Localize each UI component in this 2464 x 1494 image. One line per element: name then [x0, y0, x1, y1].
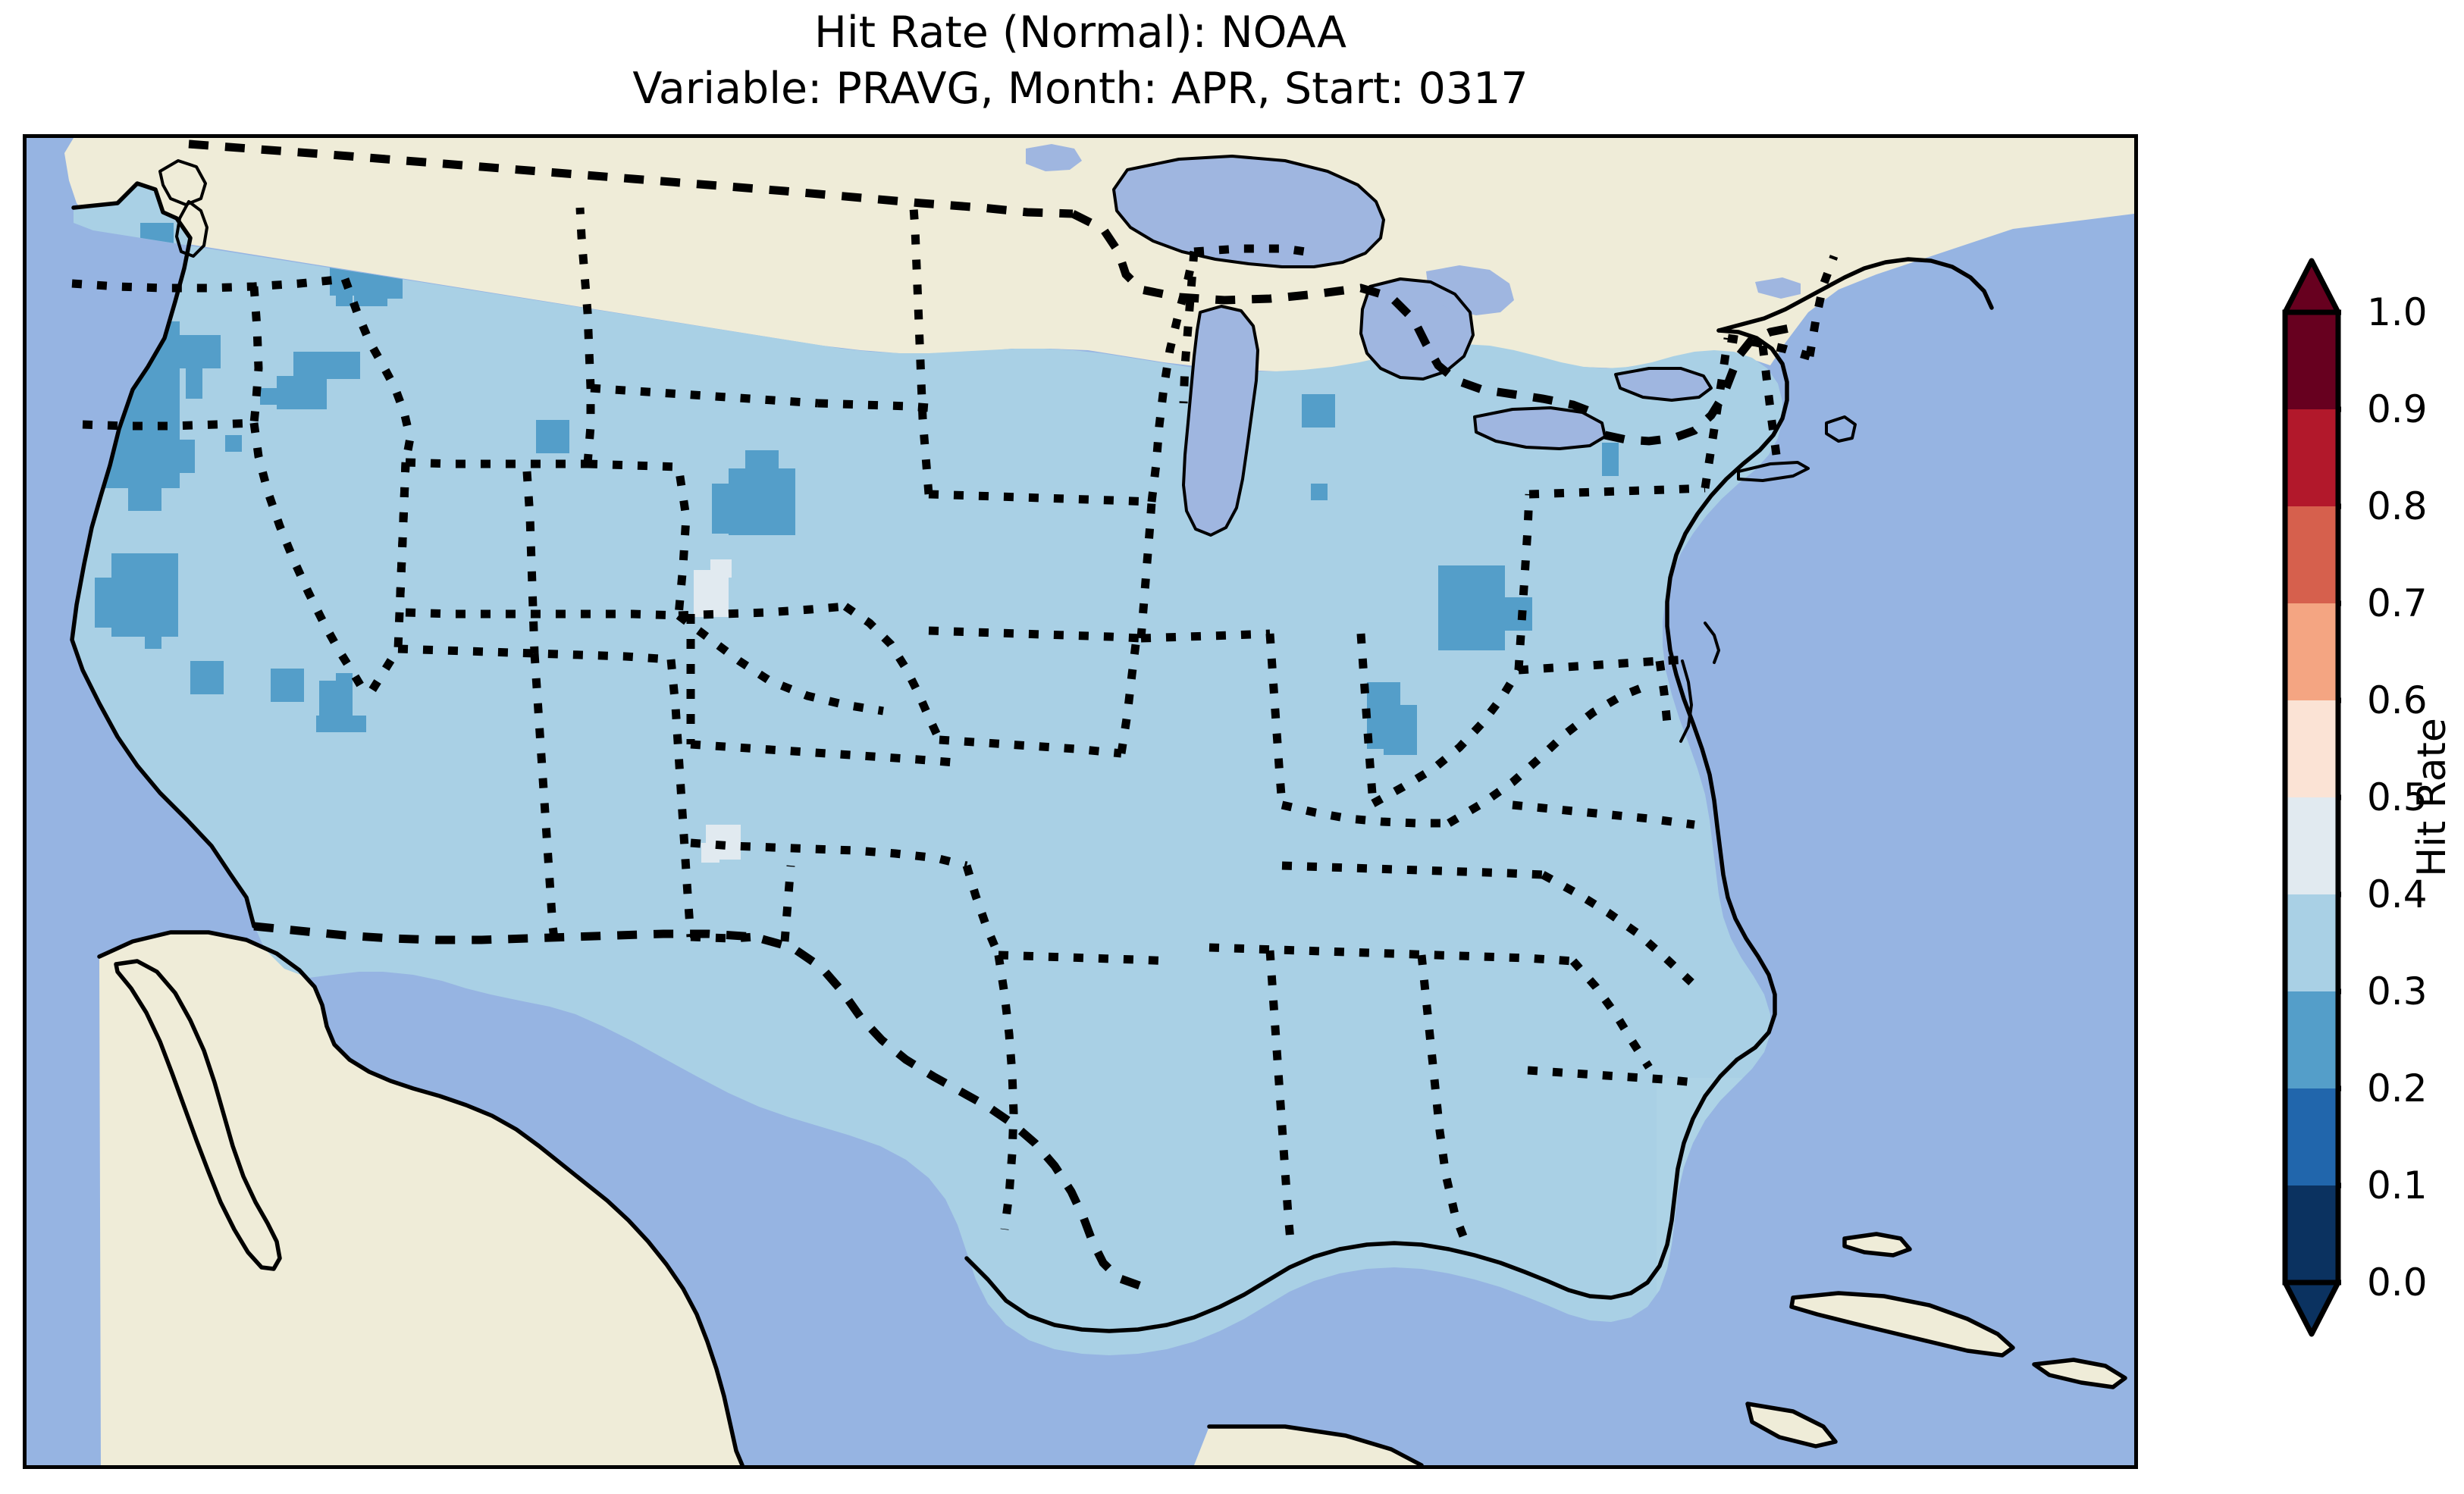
colorbar-over-arrow — [2282, 258, 2341, 315]
colorbar[interactable]: 1.0 0.9 0.8 0.7 0.6 0.5 0.4 0.3 0.2 0.1 … — [2282, 258, 2464, 1342]
cbar-tick-0.6: 0.6 — [2367, 678, 2428, 722]
central-america — [1194, 1427, 1422, 1465]
cbar-band-0.6-0.7 — [2285, 603, 2338, 700]
coastline-layer — [70, 155, 2127, 1465]
colorbar-tick-labels: 1.0 0.9 0.8 0.7 0.6 0.5 0.4 0.3 0.2 0.1 … — [2367, 258, 2464, 1338]
cbar-tick-0.2: 0.2 — [2367, 1066, 2428, 1110]
cbar-band-0.4-0.5 — [2285, 797, 2338, 894]
cbar-tick-0.8: 0.8 — [2367, 484, 2428, 528]
cbar-band-0.7-0.8 — [2285, 506, 2338, 603]
land-layer — [64, 138, 2134, 1465]
jamaica-island — [1748, 1404, 1835, 1446]
cbar-tick-0.4: 0.4 — [2367, 872, 2428, 916]
colorbar-gradient[interactable] — [2282, 258, 2341, 1338]
cbar-band-0.3-0.4 — [2285, 894, 2338, 991]
map-axes[interactable] — [23, 134, 2138, 1469]
cbar-tick-0.5: 0.5 — [2367, 775, 2428, 819]
figure-title: Hit Rate (Normal): NOAA Variable: PRAVG,… — [0, 5, 2161, 117]
cuba-island — [1792, 1293, 2013, 1355]
colorbar-swatches[interactable] — [2282, 258, 2341, 1338]
great-lakes-layer — [1026, 144, 1801, 535]
title-line-2: Variable: PRAVG, Month: APR, Start: 0317 — [632, 64, 1528, 114]
cbar-band-0.1-0.2 — [2285, 1088, 2338, 1185]
cbar-band-0.5-0.6 — [2285, 700, 2338, 797]
colorbar-under-arrow — [2282, 1279, 2341, 1337]
baja-peninsula — [116, 961, 280, 1269]
cbar-tick-1.0: 1.0 — [2367, 290, 2428, 334]
state-borders — [71, 207, 1839, 1250]
cbar-band-0.9-1.0 — [2285, 312, 2338, 409]
colorbar-axis-label: Hit Rate — [2409, 718, 2455, 877]
cbar-tick-0.3: 0.3 — [2367, 969, 2428, 1013]
canada-landmass — [64, 138, 2134, 371]
map-canvas — [27, 138, 2134, 1465]
mexico-landmass — [99, 932, 742, 1465]
cbar-tick-0.0: 0.0 — [2367, 1261, 2428, 1305]
map-geography — [27, 138, 2134, 1465]
cbar-band-0.0-0.1 — [2285, 1185, 2338, 1283]
title-line-1: Hit Rate (Normal): NOAA — [813, 8, 1347, 58]
cbar-band-0.2-0.3 — [2285, 991, 2338, 1088]
cbar-band-0.8-0.9 — [2285, 409, 2338, 506]
cbar-tick-0.9: 0.9 — [2367, 387, 2428, 431]
cbar-tick-0.1: 0.1 — [2367, 1164, 2428, 1207]
cbar-tick-0.7: 0.7 — [2367, 581, 2428, 625]
